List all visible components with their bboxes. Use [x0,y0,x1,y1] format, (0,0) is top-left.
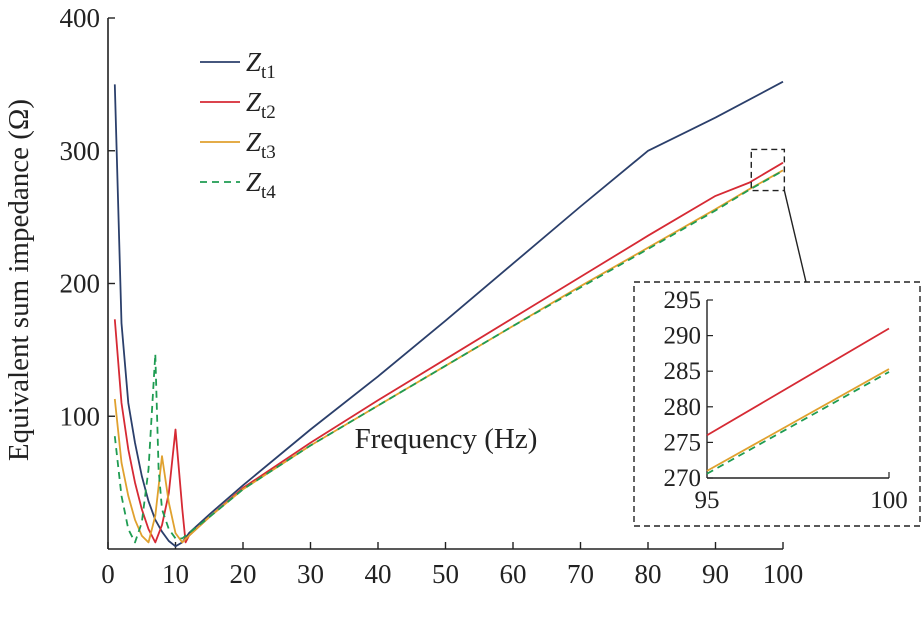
y-tick-label: 200 [60,269,101,299]
x-axis-label: Frequency (Hz) [355,423,538,455]
y-axis-label: Equivalent sum impedance (Ω) [3,99,35,461]
x-tick-label: 50 [432,559,459,589]
legend-label-t1: Zt1 [246,47,276,83]
inset-series-line-t2 [706,327,890,437]
inset-y-tick-label: 285 [664,358,702,385]
inset-plot-area: 95 100 270 275 280 285 290 295 [633,281,921,527]
x-tick-label: 30 [297,559,324,589]
inset-y-tick-label: 295 [664,287,702,314]
y-tick-label: 300 [60,136,101,166]
inset-frame [633,281,921,527]
inset-y-tick-label: 280 [664,394,702,421]
inset-y-tick-label: 270 [664,465,702,492]
inset-x-tick-label: 95 [695,487,720,514]
x-tick-label: 90 [702,559,729,589]
inset-y-tick-label: 290 [664,323,702,350]
legend: Zt1 Zt2 Zt3 Zt4 [200,47,276,203]
x-tick-label: 10 [162,559,189,589]
zoom-region [750,148,807,283]
inset-y-tick-label: 275 [664,429,702,456]
main-plot-area: 0 10 20 30 40 50 60 70 80 90 100 100 200 300 400 [60,3,804,589]
series-line-t4 [113,170,784,544]
x-tick-label: 100 [763,559,804,589]
x-tick-label: 40 [365,559,392,589]
x-tick-label: 0 [101,559,115,589]
y-tick-label: 100 [60,401,101,431]
legend-label-t4: Zt4 [246,167,276,203]
inset-series-line-t3 [706,368,890,472]
x-tick-label: 60 [500,559,527,589]
x-tick-label: 20 [230,559,257,589]
zoom-connector-line [783,190,807,283]
x-tick-label: 70 [567,559,594,589]
x-tick-label: 80 [635,559,662,589]
legend-label-t3: Zt3 [246,127,276,163]
zoom-box [750,148,786,192]
inset-series-line-t4 [706,371,890,475]
y-tick-label: 400 [60,3,101,33]
inset-x-tick-label: 100 [870,487,908,514]
series-line-t2 [113,161,784,544]
legend-label-t2: Zt2 [246,87,276,123]
